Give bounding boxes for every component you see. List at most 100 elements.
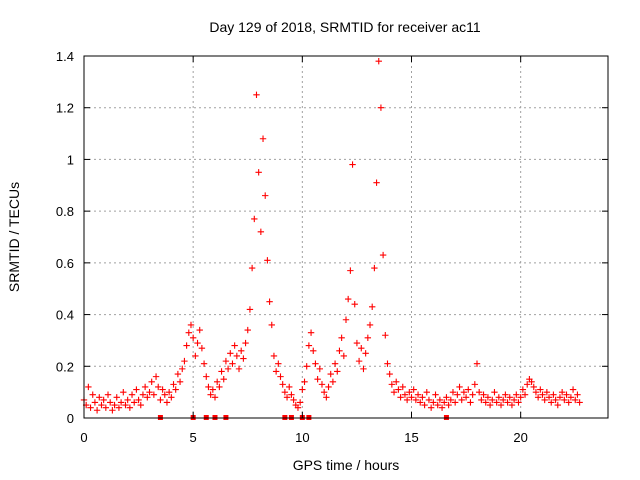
- data-point: [462, 394, 470, 401]
- data-point: [384, 360, 391, 367]
- data-point: [537, 386, 544, 393]
- data-point: [360, 365, 367, 373]
- data-point: [528, 378, 535, 385]
- data-point: [294, 404, 302, 411]
- data-point: [349, 161, 356, 168]
- data-point: [467, 399, 474, 406]
- data-point: [161, 391, 168, 398]
- data-point: [233, 352, 241, 360]
- data-point: [497, 401, 505, 409]
- data-point: [253, 91, 260, 98]
- data-point: [419, 394, 426, 401]
- data-point: [91, 399, 99, 406]
- data-point: [152, 373, 160, 380]
- data-point: [299, 386, 306, 393]
- data-point: [246, 306, 254, 313]
- data-point: [192, 352, 199, 360]
- data-point: [240, 355, 247, 362]
- data-point: [133, 386, 140, 393]
- data-point: [255, 169, 262, 176]
- data-point: [307, 329, 315, 336]
- data-point: [423, 388, 430, 396]
- data-point: [238, 347, 245, 354]
- data-point: [323, 394, 330, 401]
- y-tick-label: 0.8: [56, 204, 74, 219]
- data-point: [310, 347, 317, 354]
- data-point: [489, 396, 496, 404]
- data-point: [362, 350, 369, 357]
- data-point: [305, 342, 313, 349]
- plot-frame: [83, 55, 609, 419]
- data-point: [412, 396, 420, 404]
- data-point: [266, 298, 273, 305]
- y-tick-label: 1: [67, 152, 74, 167]
- data-point: [148, 378, 155, 385]
- data-point: [270, 352, 278, 360]
- data-point: [458, 396, 465, 404]
- chart-title: Day 129 of 2018, SRMTID for receiver ac1…: [209, 19, 481, 35]
- data-point: [358, 344, 365, 352]
- data-point: [338, 334, 345, 342]
- data-point: [314, 376, 321, 383]
- data-point: [281, 388, 289, 396]
- data-point: [257, 228, 265, 236]
- data-point: [312, 360, 319, 367]
- data-point: [268, 321, 275, 329]
- data-point: [336, 347, 343, 354]
- data-point: [174, 370, 182, 378]
- data-point: [222, 357, 230, 365]
- data-point: [390, 388, 398, 396]
- data-point: [126, 404, 134, 411]
- data-point: [473, 360, 481, 367]
- data-point: [548, 399, 555, 406]
- data-point: [558, 388, 566, 396]
- data-point: [438, 404, 446, 411]
- data-point: [441, 399, 448, 406]
- data-point: [480, 391, 487, 398]
- data-point: [500, 396, 507, 404]
- data-point: [93, 407, 101, 414]
- data-point: [288, 391, 295, 398]
- data-point: [183, 342, 190, 349]
- data-point: [552, 396, 559, 404]
- data-point: [344, 295, 352, 303]
- data-point: [301, 378, 308, 385]
- data-point: [272, 368, 280, 375]
- data-point: [491, 388, 498, 396]
- y-tick-label: 1.4: [56, 49, 74, 64]
- data-point: [141, 383, 149, 391]
- data-point: [408, 394, 415, 401]
- data-point: [554, 401, 561, 409]
- data-points: [80, 57, 583, 420]
- data-point: [231, 342, 238, 349]
- data-point: [194, 339, 201, 347]
- data-point: [539, 391, 546, 398]
- data-point: [565, 399, 572, 406]
- data-point: [342, 316, 350, 323]
- x-tick-label: 15: [404, 430, 418, 445]
- data-point: [200, 360, 208, 367]
- data-point: [550, 391, 557, 398]
- data-point: [115, 404, 123, 411]
- data-point: [168, 394, 175, 401]
- data-point: [329, 378, 337, 385]
- data-point: [216, 383, 223, 391]
- data-point: [283, 394, 291, 401]
- data-point: [109, 407, 116, 414]
- data-point: [393, 378, 400, 385]
- data-point: [104, 391, 112, 398]
- data-point: [286, 383, 293, 391]
- data-point: [135, 396, 142, 404]
- data-point: [388, 381, 396, 388]
- data-point: [513, 391, 520, 398]
- data-point: [163, 399, 171, 406]
- data-point: [279, 381, 286, 388]
- data-point: [567, 394, 575, 401]
- y-tick-label: 0.6: [56, 256, 74, 271]
- data-point: [172, 386, 179, 393]
- data-point: [235, 365, 243, 373]
- data-point: [403, 396, 411, 404]
- data-point: [569, 386, 577, 393]
- data-point: [399, 383, 406, 391]
